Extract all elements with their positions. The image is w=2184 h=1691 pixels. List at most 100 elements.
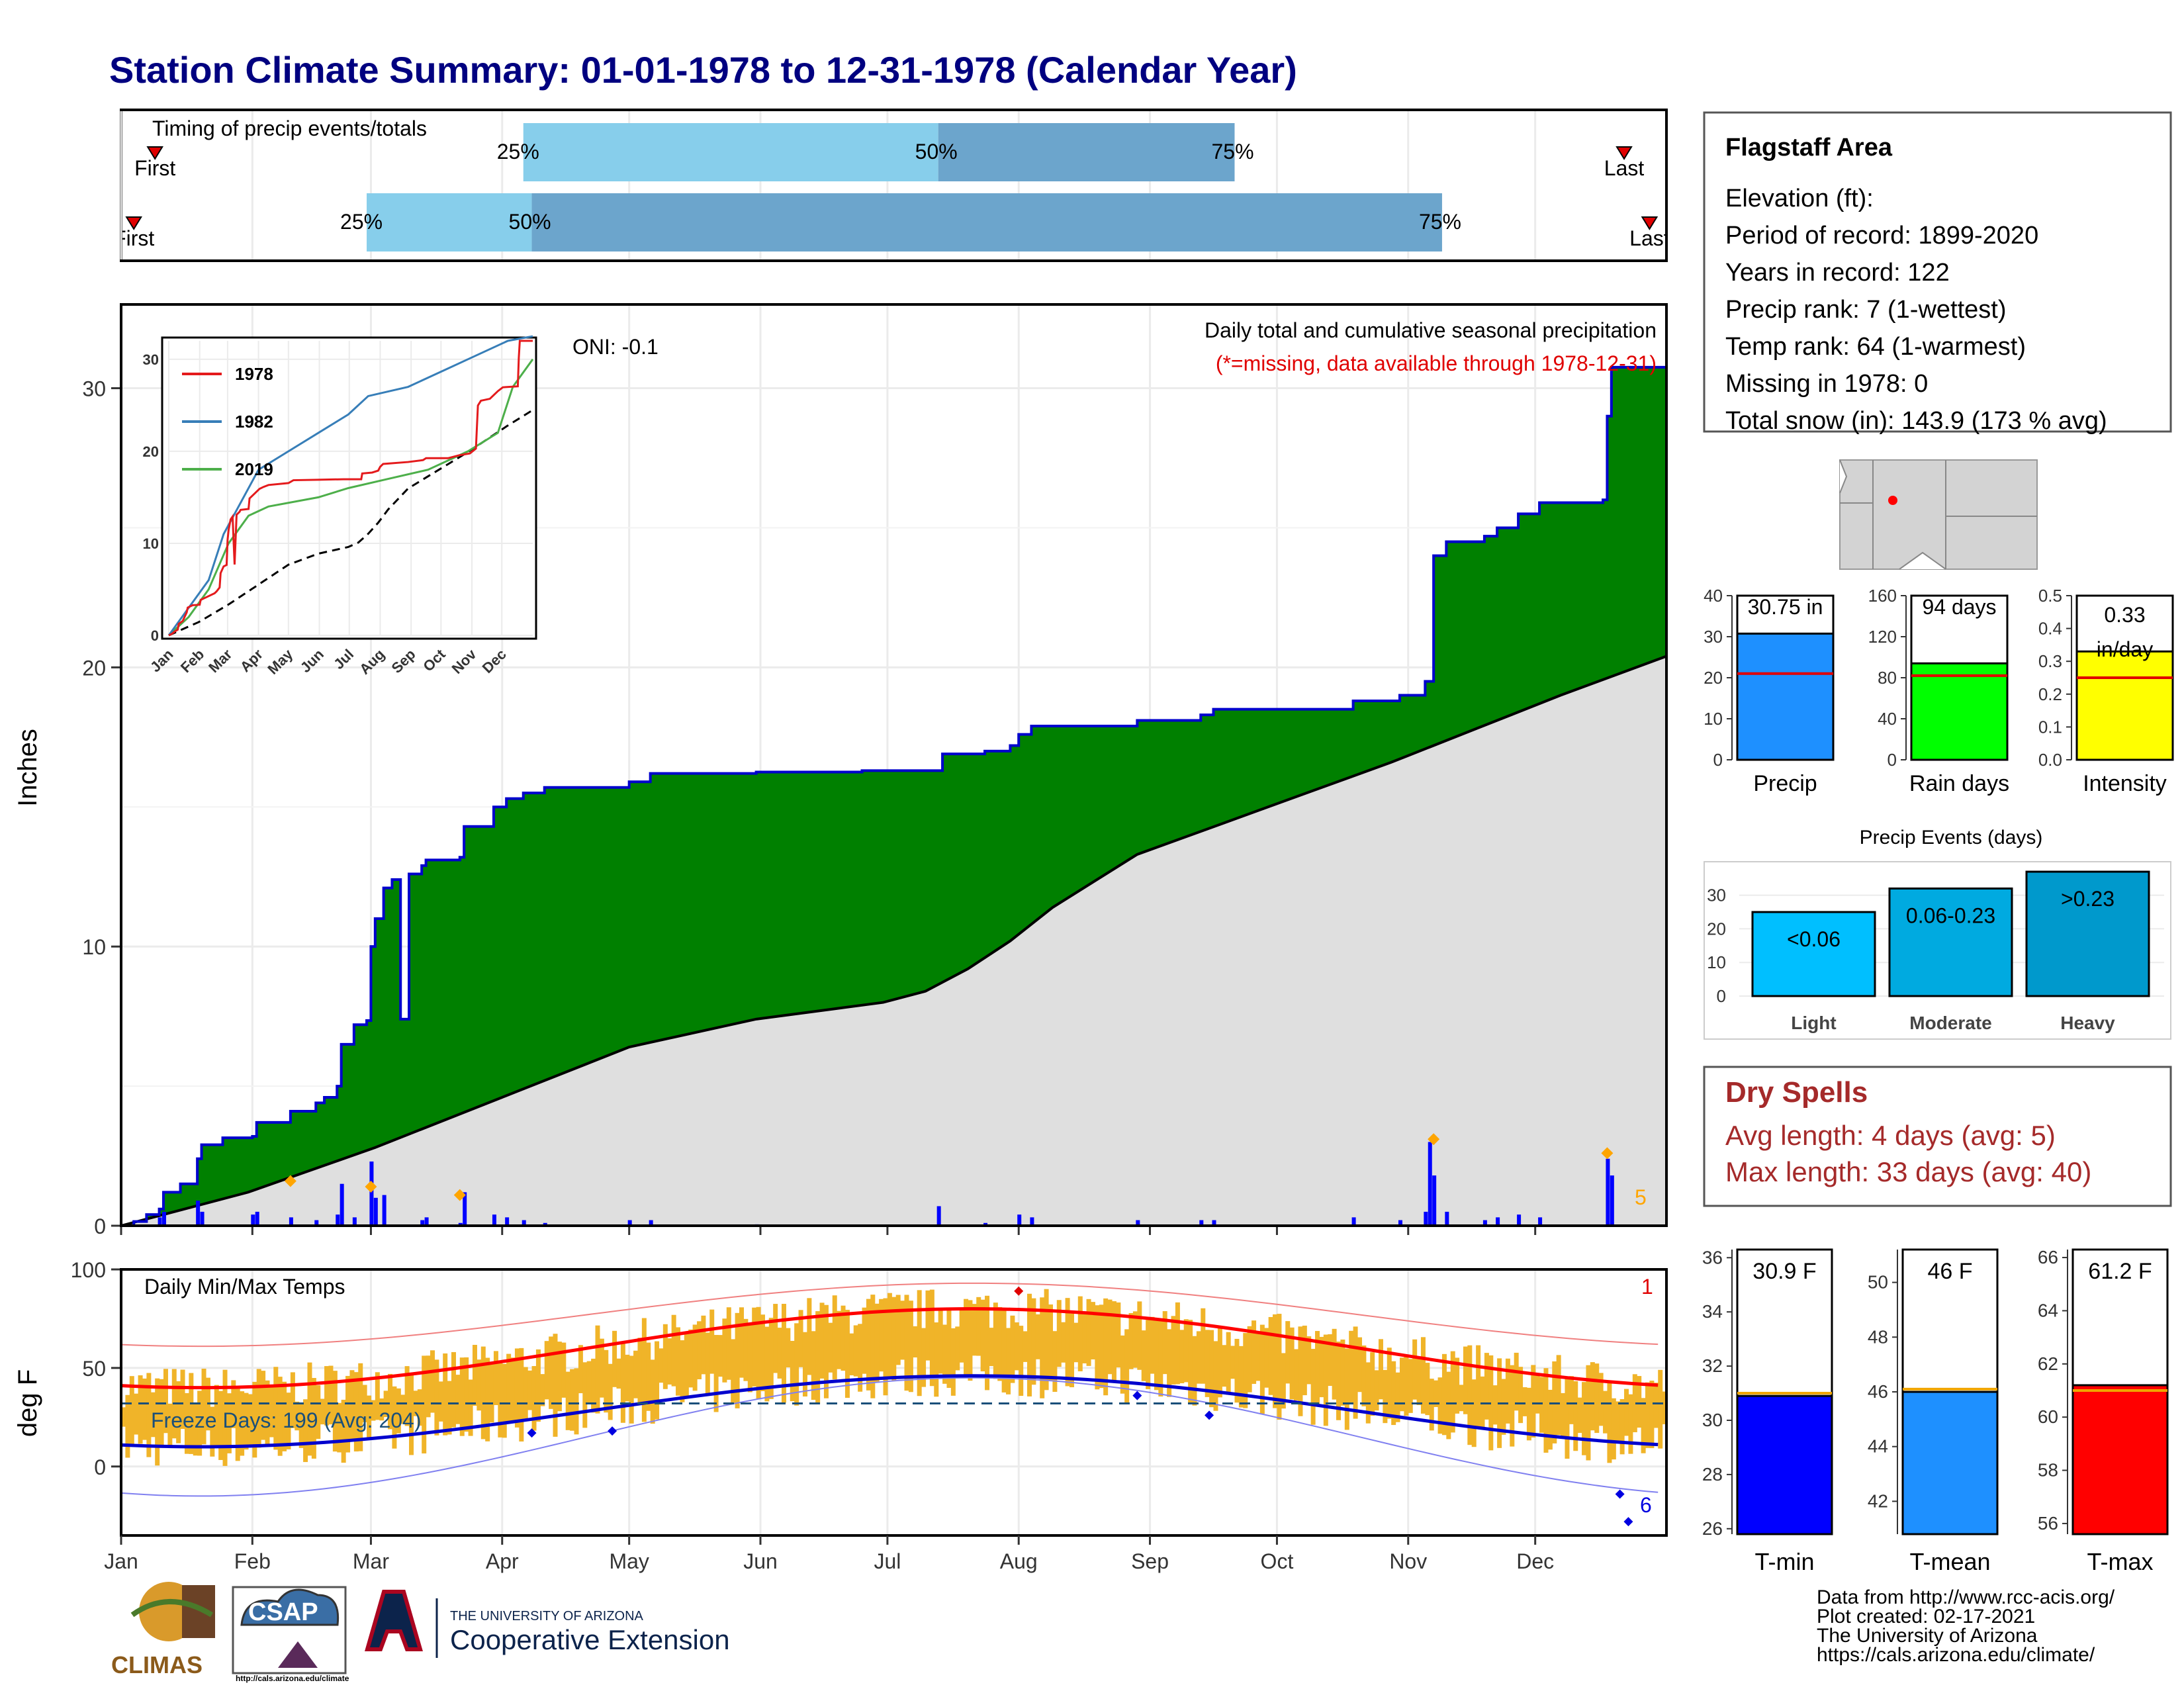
daily-temp-bar (1289, 1327, 1295, 1400)
daily-temp-bar (493, 1351, 498, 1406)
daily-temp-bar (713, 1335, 719, 1412)
daily-temp-bar (1505, 1358, 1510, 1424)
daily-temp-bar (946, 1310, 952, 1389)
daily-temp-bar (764, 1326, 770, 1402)
daily-precip-bar (627, 1220, 632, 1226)
daily-temp-bar (1467, 1345, 1473, 1445)
daily-temp-bar (375, 1372, 380, 1420)
daily-temp-bar (527, 1370, 533, 1410)
daily-temp-bar (540, 1374, 545, 1406)
event-bar-name: Heavy (2060, 1013, 2115, 1033)
daily-temp-bar (950, 1328, 956, 1396)
daily-temp-bar (1158, 1319, 1163, 1397)
daily-temp-bar (485, 1357, 490, 1441)
daily-temp-bar (1492, 1385, 1498, 1425)
temp-bar-tick: 44 (1868, 1436, 1888, 1457)
daily-temp-bar (938, 1310, 943, 1374)
temp-panel: 0 50 100 deg F Daily Min/Max Temps Freeze … (13, 1258, 1668, 1573)
daily-temp-bar (451, 1351, 456, 1428)
daily-temp-bar (1065, 1298, 1070, 1387)
record-precip-marker (1601, 1147, 1614, 1160)
timing-row-label: 1978 (59, 211, 106, 235)
daily-temp-bar (1171, 1316, 1176, 1385)
daily-temp-bar (823, 1304, 829, 1398)
footer-line-2: Plot created: 02-17-2021 (1817, 1606, 2035, 1627)
daily-temp-bar (879, 1299, 884, 1372)
daily-temp-bar (337, 1402, 342, 1453)
daily-precip-bar (369, 1161, 374, 1226)
daily-temp-bar (1175, 1302, 1180, 1385)
daily-temp-bar (1586, 1365, 1591, 1461)
daily-precip-bar (340, 1183, 344, 1226)
station-info-line: Elevation (ft): (1725, 185, 1874, 212)
timing-last-marker (1615, 146, 1633, 160)
csap-logo-text: CSAP (248, 1598, 318, 1626)
stat-bar-tick: 0.1 (2038, 717, 2062, 737)
inset-2019-line (167, 358, 534, 637)
daily-precip-bar (1398, 1220, 1402, 1226)
daily-temp-bar (1116, 1302, 1121, 1368)
daily-temp-bar (1594, 1363, 1600, 1434)
daily-temp-bar (316, 1385, 321, 1440)
daily-temp-bar (858, 1324, 863, 1392)
month-label: Oct (1261, 1549, 1294, 1573)
daily-precip-bar (1445, 1211, 1449, 1226)
daily-temp-bar (1361, 1345, 1367, 1406)
daily-temp-bar (629, 1355, 634, 1424)
daily-temp-bar (997, 1306, 1003, 1381)
daily-temp-bar (608, 1363, 613, 1420)
station-info-line: Temp rank: 64 (1-warmest) (1725, 333, 2026, 361)
daily-temp-bar (1086, 1299, 1091, 1366)
daily-temp-bar (1632, 1374, 1637, 1433)
temp-bar-t-mean: 42 44 46 48 50 46 F T-mean (1868, 1248, 1999, 1575)
daily-temp-bar (781, 1304, 786, 1403)
daily-precip-bar (1136, 1220, 1140, 1226)
daily-temp-bar (1615, 1401, 1621, 1441)
daily-temp-bar (862, 1307, 867, 1374)
month-label: Sep (1131, 1549, 1169, 1573)
daily-temp-bar (841, 1305, 846, 1371)
daily-temp-bar (1099, 1304, 1104, 1389)
temp-bar-t-min: 26 28 30 32 34 36 30.9 F T-min (1702, 1247, 1833, 1575)
daily-precip-bar (424, 1217, 429, 1226)
daily-temp-bar (1273, 1314, 1278, 1408)
timing-bar-50-75 (531, 193, 1442, 251)
daily-temp-bar (303, 1399, 308, 1463)
record-max-line (120, 1282, 1659, 1348)
precip-y-tick: 20 (82, 656, 106, 680)
daily-temp-bar (210, 1406, 215, 1457)
daily-temp-bar (1298, 1326, 1303, 1416)
timing-p50-label: 50% (915, 140, 958, 163)
daily-temp-bar (214, 1385, 219, 1447)
daily-temp-bar (438, 1381, 443, 1422)
daily-temp-bar (735, 1312, 740, 1408)
daily-temp-bar (1069, 1313, 1074, 1388)
station-info-line: Years in record: 122 (1725, 259, 1950, 287)
daily-temp-bar (1577, 1397, 1582, 1434)
record-temp-marker (608, 1426, 617, 1436)
daily-temp-bar (853, 1325, 858, 1377)
daily-temp-bar (671, 1314, 676, 1387)
timing-p25-label: 25% (340, 210, 383, 234)
daily-temp-bar (794, 1323, 799, 1406)
temp-bar-tick: 46 (1868, 1381, 1888, 1402)
daily-temp-bar (1141, 1330, 1146, 1381)
daily-temp-bar (1328, 1334, 1333, 1386)
daily-temp-bar (1404, 1355, 1409, 1416)
timing-last-label: Last (1604, 156, 1645, 180)
daily-temp-bar (400, 1394, 406, 1424)
daily-temp-bar (218, 1391, 224, 1460)
daily-temp-bar (790, 1340, 795, 1402)
daily-temp-bar (468, 1379, 473, 1436)
daily-temp-bar (709, 1309, 715, 1374)
ua-logo-top: THE UNIVERSITY OF ARIZONA (450, 1609, 644, 1623)
daily-temp-bar (286, 1393, 291, 1449)
timing-row-label: Avg (69, 141, 106, 165)
daily-temp-bar (1370, 1352, 1375, 1416)
daily-temp-bar (684, 1333, 689, 1398)
daily-temp-bar (718, 1335, 723, 1377)
daily-temp-bar (379, 1398, 385, 1421)
daily-temp-bar (1535, 1375, 1540, 1414)
daily-temp-bar (1374, 1370, 1379, 1411)
